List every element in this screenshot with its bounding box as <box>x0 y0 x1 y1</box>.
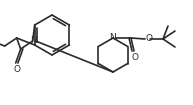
Text: N: N <box>30 35 37 45</box>
Text: O: O <box>146 33 153 43</box>
Text: O: O <box>13 65 20 74</box>
Text: O: O <box>131 53 139 62</box>
Text: N: N <box>110 33 116 41</box>
